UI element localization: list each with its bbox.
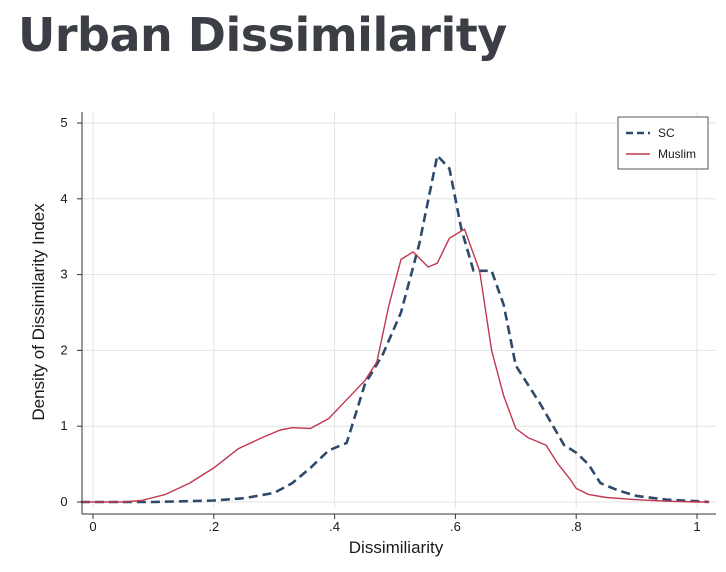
y-tick-label: 4	[60, 191, 67, 206]
series-group	[80, 154, 710, 504]
x-tick-label: .2	[208, 519, 219, 534]
axes: 0 .2 .4 .6 .8 1 0 1 2 3 4 5	[60, 112, 716, 534]
legend-box	[617, 116, 709, 170]
series-line-sc	[80, 154, 710, 504]
x-tick-label: 0	[89, 519, 96, 534]
x-tick-label: .4	[329, 519, 340, 534]
series-line-muslim	[80, 228, 710, 503]
y-tick-label: 3	[60, 267, 67, 282]
legend: SC Muslim	[617, 116, 709, 170]
x-axis-label: Dissimiliarity	[349, 538, 444, 557]
x-tick-label: 1	[693, 519, 700, 534]
legend-label-sc: SC	[658, 126, 675, 140]
y-tick-label: 1	[60, 418, 67, 433]
x-tick-label: .8	[571, 519, 582, 534]
y-tick-label: 5	[60, 115, 67, 130]
page-title: Urban Dissimilarity	[18, 8, 507, 62]
y-tick-label: 2	[60, 342, 67, 357]
x-tick-label: .6	[450, 519, 461, 534]
plot-area	[82, 112, 716, 508]
grid	[82, 112, 716, 508]
y-axis-label: Density of Dissimilarity Index	[29, 203, 48, 421]
legend-label-muslim: Muslim	[658, 147, 696, 161]
y-tick-label: 0	[60, 494, 67, 509]
